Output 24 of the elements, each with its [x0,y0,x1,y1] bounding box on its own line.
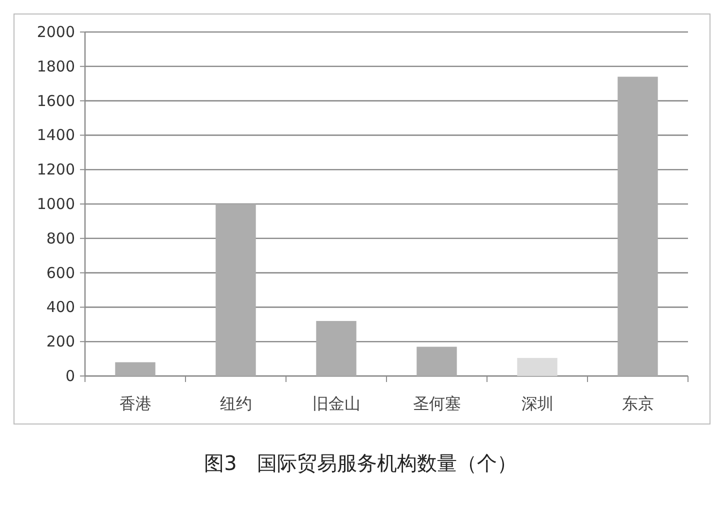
y-tick-label: 400 [46,298,75,316]
x-tick-label: 香港 [119,394,152,413]
y-tick-label: 1200 [36,160,75,179]
y-tick-label: 1600 [36,92,75,110]
y-tick-label: 200 [46,332,75,351]
bar [216,204,256,376]
y-tick-label: 2000 [36,23,75,41]
y-tick-label: 1400 [36,126,75,144]
y-tick-label: 1800 [36,57,75,76]
x-tick-label: 纽约 [220,394,252,413]
x-tick-label: 深圳 [521,394,554,413]
y-tick-label: 0 [65,367,75,385]
bar [416,346,457,376]
y-tick-label: 1000 [36,195,75,213]
y-tick-label: 600 [46,264,75,282]
bar [316,320,356,376]
y-tick-label: 800 [46,229,75,248]
bar [115,362,156,376]
text: 图3 国际贸易服务机构数量（个） [204,451,517,475]
x-tick-label: 圣何塞 [412,394,461,413]
bar [517,358,558,376]
x-tick-label: 东京 [622,394,654,413]
x-tick-label: 旧金山 [312,394,360,413]
bar [618,76,658,376]
